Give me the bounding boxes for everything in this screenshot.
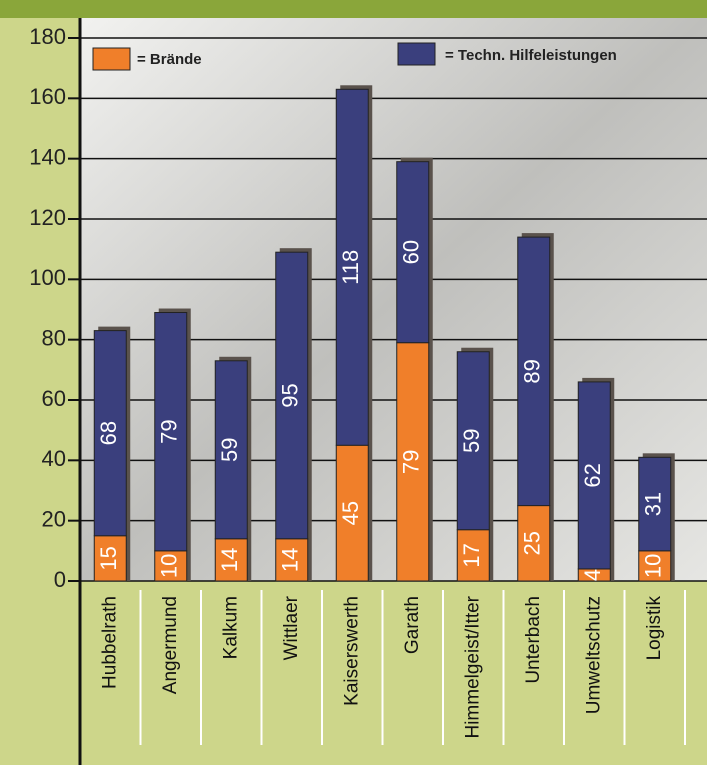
value-label: 79: [157, 419, 182, 443]
x-tick-label: Angermund: [160, 596, 181, 694]
bar-segment: [517, 236, 551, 507]
value-label: 25: [520, 531, 545, 555]
y-tick-label: 120: [29, 205, 66, 230]
y-tick-label: 160: [29, 84, 66, 109]
value-label: 31: [641, 492, 666, 516]
bar-segment: [275, 251, 309, 540]
value-label: 68: [96, 421, 121, 445]
value-label: 10: [641, 554, 666, 578]
x-tick-label: Kalkum: [220, 596, 241, 659]
bar-segment: [456, 351, 490, 531]
value-label: 15: [96, 546, 121, 570]
value-label: 118: [338, 250, 363, 285]
bar-segment: [335, 88, 369, 446]
legend-swatch: [92, 47, 131, 71]
bar-segment: [577, 381, 611, 570]
value-label: 60: [399, 240, 424, 264]
value-label: 45: [338, 501, 363, 525]
bar-segment: [214, 360, 248, 540]
value-label: 14: [278, 548, 303, 572]
value-label: 17: [459, 543, 484, 567]
value-label: 79: [399, 450, 424, 474]
bar-segment: [214, 538, 248, 582]
legend-swatch: [397, 42, 436, 66]
value-label: 10: [157, 554, 182, 578]
value-label: 95: [278, 383, 303, 407]
bar-segment: [456, 529, 490, 582]
value-label: 89: [520, 359, 545, 383]
y-tick-label: 20: [42, 506, 66, 531]
x-tick-label: Wittlaer: [281, 595, 302, 660]
x-tick-label: Unterbach: [523, 596, 544, 684]
bar-segment: [638, 550, 672, 582]
value-label: 4: [580, 569, 605, 581]
header-band: [0, 0, 707, 18]
x-tick-label: Umweltschutz: [583, 596, 604, 714]
value-label: 59: [459, 428, 484, 452]
x-tick-label: Hubbelrath: [99, 596, 120, 689]
bar-segment: [93, 330, 127, 537]
y-tick-label: 80: [42, 325, 66, 350]
y-tick-label: 180: [29, 24, 66, 49]
legend-label: = Brände: [137, 51, 202, 68]
bar-segment: [275, 538, 309, 582]
x-tick-label: Logistik: [644, 596, 665, 661]
bar-segment: [154, 312, 188, 552]
value-label: 62: [580, 463, 605, 487]
bar-segment: [396, 342, 430, 582]
y-tick-label: 60: [42, 386, 66, 411]
y-tick-label: 40: [42, 446, 66, 471]
x-tick-label: Garath: [402, 596, 423, 654]
value-label: 14: [217, 548, 242, 572]
y-tick-label: 140: [29, 144, 66, 169]
bar-segment: [154, 550, 188, 582]
y-tick-label: 100: [29, 265, 66, 290]
value-label: 59: [217, 438, 242, 462]
bar-segment: [335, 444, 369, 582]
x-tick-label: Himmelgeist/Itter: [462, 595, 483, 738]
x-tick-label: Kaiserswerth: [341, 596, 362, 706]
bar-segment: [396, 161, 430, 344]
legend-label: = Techn. Hilfeleistungen: [445, 47, 617, 64]
y-tick-label: 0: [54, 567, 66, 592]
bar-segment: [638, 456, 672, 552]
